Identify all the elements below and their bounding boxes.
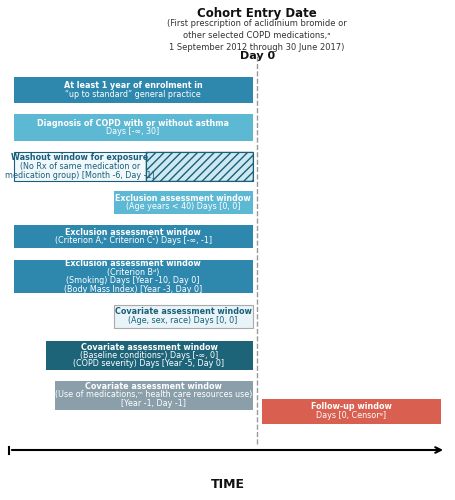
Text: (Use of medications,ᵐ health care resources use): (Use of medications,ᵐ health care resour… — [55, 390, 252, 400]
Text: Diagnosis of COPD with or without asthma: Diagnosis of COPD with or without asthma — [37, 118, 229, 128]
Text: Covariate assessment window: Covariate assessment window — [81, 342, 217, 351]
Bar — [14, 260, 253, 293]
Text: Follow-up window: Follow-up window — [311, 402, 392, 411]
Text: (First prescription of aclidinium bromide or
other selected COPD medications,ᵃ
1: (First prescription of aclidinium bromid… — [167, 18, 347, 52]
Text: (Criterion A,ᵇ Criterion Cᶜ) Days [-∞, -1]: (Criterion A,ᵇ Criterion Cᶜ) Days [-∞, -… — [55, 236, 212, 245]
Bar — [262, 398, 441, 423]
Text: Days [0, Censorᵍ]: Days [0, Censorᵍ] — [316, 411, 387, 420]
Bar — [14, 152, 146, 181]
Text: At least 1 year of enrolment in: At least 1 year of enrolment in — [64, 82, 202, 90]
Bar — [114, 304, 253, 328]
Text: (COPD severity) Days [Year -5, Day 0]: (COPD severity) Days [Year -5, Day 0] — [73, 360, 225, 368]
Text: (Criterion Bᵈ): (Criterion Bᵈ) — [107, 268, 159, 277]
Text: (No Rx of same medication or: (No Rx of same medication or — [20, 162, 140, 171]
Text: (Smoking) Days [Year -10, Day 0]: (Smoking) Days [Year -10, Day 0] — [66, 276, 200, 285]
Bar — [55, 380, 253, 410]
Text: (Body Mass Index) [Year -3, Day 0]: (Body Mass Index) [Year -3, Day 0] — [64, 284, 202, 294]
Text: (Age, sex, race) Days [0, 0]: (Age, sex, race) Days [0, 0] — [128, 316, 238, 325]
Bar — [14, 225, 253, 248]
Text: Days [-∞, 30]: Days [-∞, 30] — [106, 128, 160, 136]
Bar — [146, 152, 253, 181]
Bar — [146, 152, 253, 181]
Text: [Year -1, Day -1]: [Year -1, Day -1] — [121, 399, 186, 408]
Bar — [46, 341, 253, 370]
Bar — [14, 114, 253, 140]
Text: (Age years < 40) Days [0, 0]: (Age years < 40) Days [0, 0] — [126, 202, 240, 211]
Bar — [114, 191, 253, 214]
Text: Exclusion assessment window: Exclusion assessment window — [115, 194, 251, 203]
Text: Exclusion assessment window: Exclusion assessment window — [65, 228, 201, 237]
Text: Washout window for exposure: Washout window for exposure — [11, 153, 148, 162]
Text: Day 0: Day 0 — [239, 51, 275, 61]
Text: Covariate assessment window: Covariate assessment window — [85, 382, 222, 391]
Text: medication group) [Month -6, Day -1]: medication group) [Month -6, Day -1] — [5, 171, 155, 180]
Text: Cohort Entry Date: Cohort Entry Date — [197, 8, 317, 20]
Text: Exclusion assessment window: Exclusion assessment window — [65, 259, 201, 268]
Text: “up to standard” general practice: “up to standard” general practice — [65, 90, 201, 99]
Bar — [14, 77, 253, 103]
Text: (Baseline conditionsᵉ) Days [-∞, 0]: (Baseline conditionsᵉ) Days [-∞, 0] — [80, 351, 218, 360]
Text: TIME: TIME — [211, 478, 244, 492]
Text: Covariate assessment window: Covariate assessment window — [115, 307, 252, 316]
